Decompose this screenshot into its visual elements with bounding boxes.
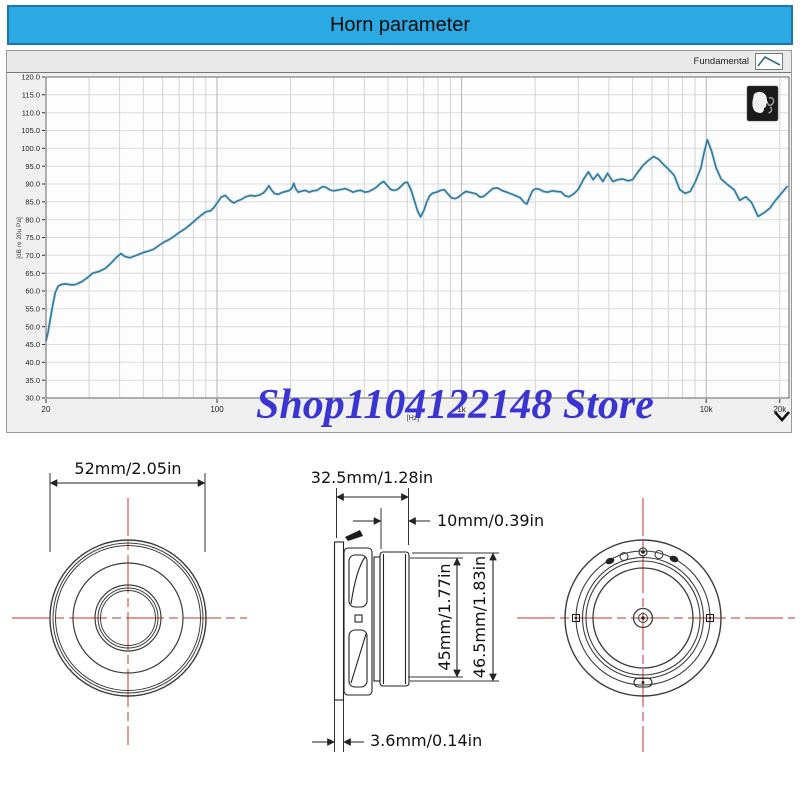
svg-text:85.0: 85.0 [25,197,40,206]
front-plate [373,556,381,682]
chart-generated-content: 30.0 35.0 40.0 45.0 50.0 55.0 60.0 65.0 70.0 75.0… [21,73,789,414]
peak-curve-icon [757,55,781,67]
svg-text:20k: 20k [773,405,787,414]
pole-vent-circle [632,607,654,629]
x-axis-unit: [Hz] [407,415,420,422]
magnet [379,551,410,687]
terminal-eyelet-left [619,551,629,562]
watermark-text: Shop1104122148 Store [256,382,654,428]
series-name-label: Fundamental [693,56,749,67]
svg-text:95.0: 95.0 [25,162,40,171]
svg-text:45.0: 45.0 [25,340,40,349]
dim-total-height-label: 46.5mm/1.83in [470,555,489,679]
mounting-flange [333,541,345,701]
frequency-response-plot: 30.0 35.0 40.0 45.0 50.0 55.0 60.0 65.0 70.0 75.0… [16,73,790,422]
svg-text:120.0: 120.0 [21,73,40,82]
svg-text:60.0: 60.0 [25,287,40,296]
speaker-technical-drawings [12,473,795,752]
title-bar: Horn parameter [7,5,793,45]
front-view-drawing [12,473,247,745]
y-axis-title: [dB re 20u Pa] [16,217,23,259]
svg-text:55.0: 55.0 [25,304,40,313]
svg-text:115.0: 115.0 [22,90,40,99]
page-title: Horn parameter [329,13,471,36]
dim-front-diameter-label: 52mm/2.05in [74,459,182,478]
head-simulator-icon [746,85,779,122]
frequency-response-panel: Fundamental 30.0 35.0 40.0 45.0 50.0 55.0 60.0… [6,50,792,433]
dim-flange-thickness-label: 3.6mm/0.14in [370,731,483,750]
svg-text:100.0: 100.0 [21,144,40,153]
svg-text:40.0: 40.0 [25,358,40,367]
plot-border [45,76,790,399]
svg-text:35.0: 35.0 [25,376,40,385]
svg-text:105.0: 105.0 [21,126,40,135]
dim-magnet-depth-label: 10mm/0.39in [437,511,545,530]
vent-hole [354,614,363,623]
gasket-edge [345,530,363,541]
svg-text:80.0: 80.0 [25,215,40,224]
terminal-eyelet-right [654,549,664,560]
svg-text:100: 100 [210,405,224,414]
rear-view-drawing [517,498,795,752]
dim-depth-label: 32.5mm/1.28in [310,468,434,487]
svg-text:50.0: 50.0 [25,322,40,331]
curve-type-button[interactable] [755,53,783,70]
svg-text:20: 20 [42,405,51,414]
chevron-down-icon[interactable] [774,411,790,422]
cone-edge-circle [72,562,184,674]
svg-text:30.0: 30.0 [25,394,40,403]
dust-cap-circle [94,584,162,652]
svg-text:70.0: 70.0 [25,251,40,260]
side-view-drawing [312,488,499,752]
svg-text:75.0: 75.0 [25,233,40,242]
svg-text:1k: 1k [457,405,466,414]
svg-text:65.0: 65.0 [25,269,40,278]
svg-text:90.0: 90.0 [25,180,40,189]
basket-frame [343,547,373,696]
solder-terminal-right [669,555,679,563]
chart-toolbar: Fundamental [7,51,791,73]
svg-text:10k: 10k [700,405,714,414]
magnet-back-circle [592,567,694,669]
dim-magnet-diameter-label: 45mm/1.77in [435,563,454,671]
svg-text:110.0: 110.0 [22,108,40,117]
solder-terminal-left [605,557,615,565]
